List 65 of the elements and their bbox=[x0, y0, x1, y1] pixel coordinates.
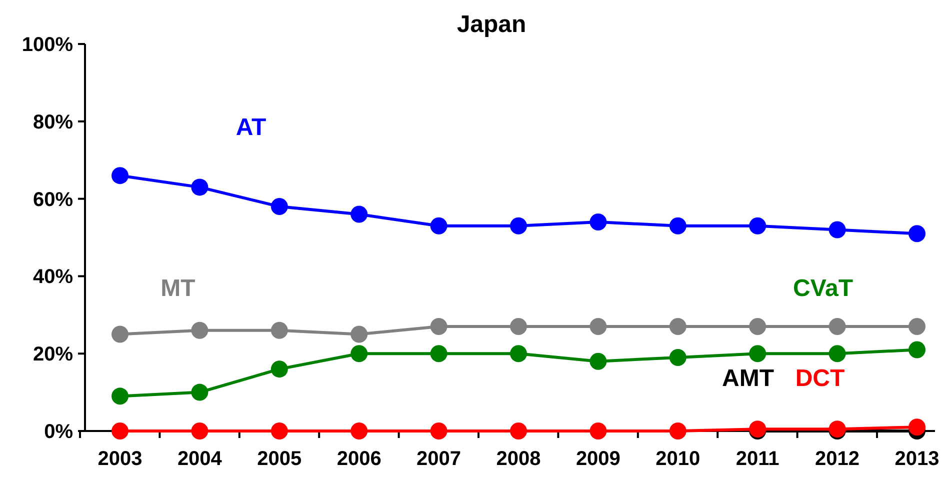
point bbox=[430, 345, 448, 362]
point bbox=[112, 326, 128, 343]
point bbox=[191, 322, 208, 339]
point bbox=[590, 318, 607, 336]
point bbox=[908, 225, 926, 242]
point bbox=[270, 422, 288, 440]
point bbox=[510, 217, 527, 234]
x-tick-label: 2010 bbox=[656, 448, 700, 470]
y-tick-label: 80% bbox=[32, 111, 74, 134]
point bbox=[749, 217, 766, 234]
point bbox=[350, 422, 368, 440]
point bbox=[908, 341, 926, 358]
y-tick-label: 40% bbox=[32, 266, 74, 288]
text: AT bbox=[236, 114, 266, 141]
point bbox=[270, 322, 288, 339]
point bbox=[510, 345, 527, 362]
point bbox=[510, 422, 527, 440]
point bbox=[191, 178, 208, 196]
point bbox=[350, 326, 368, 343]
series-label: CVaT bbox=[792, 275, 854, 302]
point bbox=[828, 318, 846, 336]
point bbox=[590, 214, 607, 231]
point bbox=[112, 422, 128, 440]
point bbox=[749, 318, 766, 336]
point bbox=[669, 318, 686, 336]
point bbox=[350, 206, 368, 223]
series-label: DCT bbox=[795, 365, 845, 392]
point bbox=[350, 345, 368, 362]
point bbox=[590, 422, 607, 440]
y-tick-label: 20% bbox=[32, 344, 74, 366]
point bbox=[908, 418, 926, 436]
series-label: MT bbox=[160, 275, 196, 302]
point bbox=[590, 352, 607, 370]
x-tick-label: 2012 bbox=[815, 448, 860, 470]
point bbox=[669, 348, 686, 366]
x-tick-label: 2007 bbox=[416, 448, 462, 470]
point bbox=[510, 318, 527, 336]
x-tick-label: 2011 bbox=[736, 448, 780, 470]
x-tick-label: 2004 bbox=[177, 448, 223, 470]
x-tick-label: 2013 bbox=[894, 448, 940, 470]
x-tick-label: 2008 bbox=[496, 448, 541, 470]
point bbox=[430, 318, 448, 336]
point bbox=[828, 221, 846, 238]
point bbox=[270, 198, 288, 216]
x-tick-label: 2003 bbox=[98, 448, 142, 470]
chart-title: Japan bbox=[456, 11, 526, 38]
y-tick-label: 60% bbox=[32, 188, 74, 211]
point bbox=[908, 318, 926, 336]
series-label: AMT bbox=[722, 365, 774, 392]
point bbox=[270, 360, 288, 378]
point bbox=[669, 217, 686, 234]
point bbox=[430, 217, 448, 234]
point bbox=[112, 167, 128, 184]
y-tick-label: 100% bbox=[22, 34, 74, 56]
point bbox=[191, 384, 208, 401]
point bbox=[749, 345, 766, 362]
y-tick-label: 0% bbox=[44, 421, 74, 443]
point bbox=[112, 388, 128, 405]
point bbox=[828, 345, 846, 362]
x-tick-label: 2009 bbox=[576, 448, 620, 470]
point bbox=[430, 422, 448, 440]
x-tick-label: 2006 bbox=[336, 448, 382, 470]
point bbox=[669, 422, 686, 440]
x-tick-label: 2005 bbox=[257, 448, 302, 470]
point bbox=[191, 422, 208, 440]
